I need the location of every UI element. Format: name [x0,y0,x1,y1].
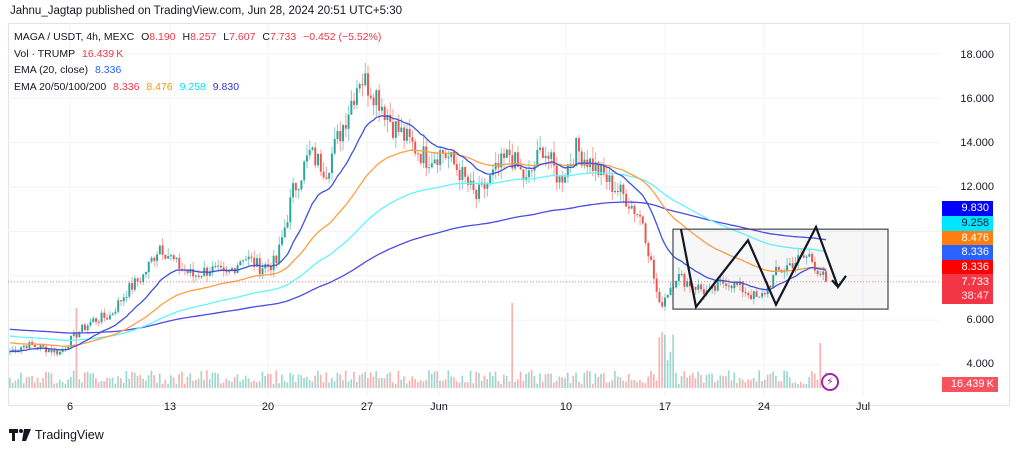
tradingview-logo-icon [9,429,31,441]
ema-multi-label: EMA 20/50/100/200 [14,80,107,93]
price-tick: 16.000 [960,93,994,105]
ema200-price-tag: 9.830 [942,201,993,216]
ema50-price-tag: 8.476 [942,231,993,246]
time-label: Jun [430,401,448,413]
ema100-value: 9.258 [179,80,206,93]
close-value: 7.733 [269,31,297,43]
ema100-price-tag: 9.258 [942,216,993,231]
change-value: −0.452 (−5.52%) [303,31,382,43]
bar-countdown: 38:47 [961,290,989,302]
open-label: O [141,31,150,43]
volume-price-tag: 16.439 K [942,377,998,392]
high-label: H [182,31,191,43]
last-price: 7.733 [961,276,989,288]
low-value: 7.607 [229,31,256,43]
publisher-line: Jahnu_Jagtap published on TradingView.co… [10,5,403,17]
close-label: C [262,31,270,43]
legend-ema-multi-row[interactable]: EMA 20/50/100/200 8.336 8.476 9.258 9.83… [14,79,385,96]
time-label: 24 [757,401,771,413]
time-label: 13 [163,401,177,413]
price-tick: 14.000 [960,137,994,149]
time-axis[interactable]: 6 13 20 27 Jun 10 17 24 Jul [8,398,940,418]
time-label: 6 [66,401,74,413]
open-value: 8.190 [149,31,176,43]
volume-label: Vol · TRUMP [14,47,76,60]
ema200-value: 9.830 [212,80,240,93]
ema20-red-price-tag: 8.336 [942,260,993,275]
time-label: 17 [658,401,672,413]
time-label: 27 [360,401,374,413]
price-tick: 6.000 [966,314,994,326]
price-tick: 18.000 [960,49,994,61]
time-label: 20 [261,401,275,413]
price-axis[interactable]: 18.000 16.000 14.000 12.000 6.000 4.000 [940,23,1010,386]
lightning-event-icon[interactable]: ⚡ [821,373,839,391]
high-value: 8.257 [190,31,217,43]
volume-value: 16.439 K [82,47,124,60]
ema20-value: 8.336 [113,80,140,93]
legend-ema-row[interactable]: EMA (20, close) 8.336 [14,62,385,79]
low-label: L [223,31,230,43]
tradingview-brand: TradingView [35,428,104,442]
tradingview-logo[interactable]: TradingView [9,428,104,442]
price-tick: 12.000 [960,181,994,193]
ema-label: EMA (20, close) [14,64,89,76]
legend-ohlc-row: MAGA / USDT, 4h, MEXC O8.190 H8.257 L7.6… [14,29,385,46]
price-chart[interactable] [8,23,940,398]
legend-volume-row[interactable]: Vol · TRUMP 16.439 K [14,46,385,63]
chart-legend: MAGA / USDT, 4h, MEXC O8.190 H8.257 L7.6… [14,29,385,95]
ema20-price-tag: 8.336 [942,245,993,260]
price-tick: 4.000 [966,358,994,370]
time-label: Jul [855,401,871,413]
last-price-tag: 7.733 38:47 [942,274,993,304]
symbol-label[interactable]: MAGA / USDT, 4h, MEXC [14,31,135,43]
chart-frame[interactable] [8,23,1010,406]
ema50-value: 8.476 [146,80,173,93]
time-label: 10 [559,401,573,413]
ema-value: 8.336 [95,64,122,76]
